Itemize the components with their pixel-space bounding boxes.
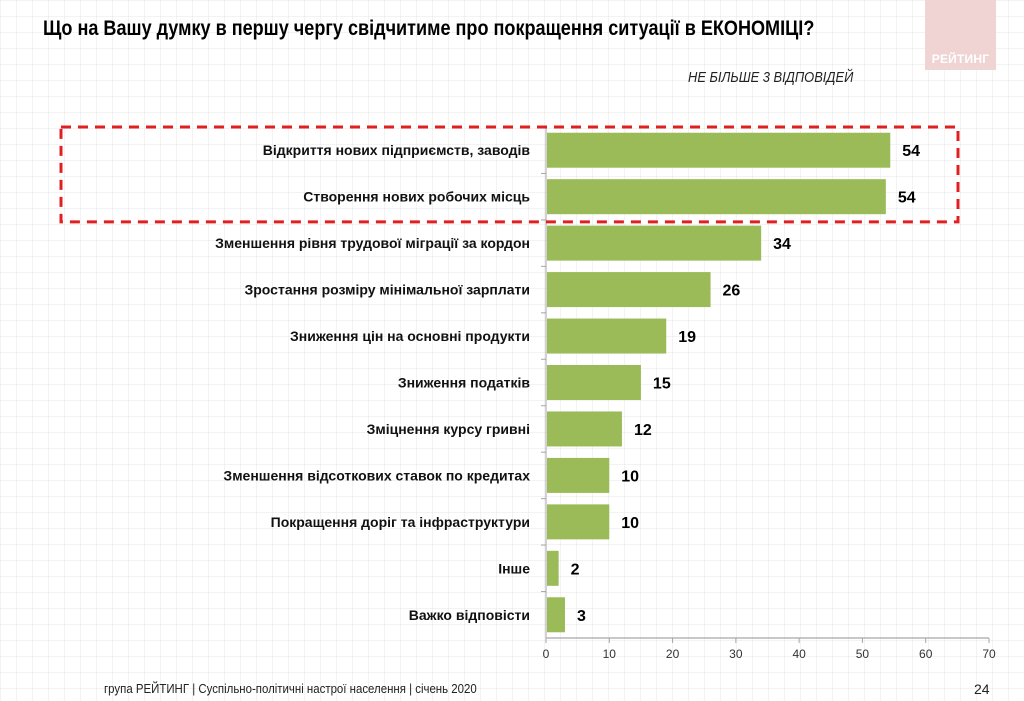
value-labels-layer: 54 54 34 26 19 15 12 10 10 2 3 (571, 143, 921, 625)
bar (547, 225, 762, 261)
category-labels-layer: Відкриття нових підприємств, заводів Ство… (215, 142, 530, 623)
data-label: 2 (571, 561, 580, 578)
data-label: 12 (634, 422, 652, 439)
x-tick-label: 20 (666, 647, 680, 661)
bars-layer (547, 132, 891, 633)
category-label: Зміцнення курсу гривні (367, 421, 530, 437)
x-tick-label: 10 (603, 647, 617, 661)
axis-layer: 0 10 20 30 40 50 60 70 (541, 127, 996, 661)
category-label: Зменшення рівня трудової міграції за кор… (215, 235, 530, 251)
category-label: Відкриття нових підприємств, заводів (263, 142, 531, 158)
bar (547, 365, 641, 400)
bar (547, 272, 711, 308)
x-tick-label: 60 (919, 647, 933, 661)
bar (547, 318, 667, 354)
data-label: 3 (577, 608, 586, 625)
bar (547, 179, 886, 215)
bar (547, 411, 622, 447)
category-label: Створення нових робочих місць (303, 189, 530, 205)
data-label: 26 (723, 283, 741, 300)
bar (547, 550, 559, 586)
bar (547, 597, 565, 633)
data-label: 34 (773, 236, 791, 253)
page-number: 24 (974, 681, 990, 697)
category-label: Зростання розміру мінімальної зарплати (244, 282, 530, 298)
x-tick-label: 30 (729, 647, 743, 661)
bar (547, 132, 891, 168)
category-label: Важко відповісти (409, 607, 530, 623)
chart-subtitle: НЕ БІЛЬШЕ 3 ВІДПОВІДЕЙ (688, 69, 854, 86)
category-label: Зниження податків (398, 375, 531, 391)
highlight-box (59, 125, 960, 224)
x-tick-label: 70 (982, 647, 996, 661)
data-label: 19 (678, 329, 696, 346)
x-tick-label: 0 (543, 647, 550, 661)
x-tick-label: 40 (792, 647, 806, 661)
data-label: 54 (902, 143, 920, 160)
category-label: Зменшення відсоткових ставок по кредитах (223, 467, 530, 483)
x-tick-label: 50 (856, 647, 870, 661)
bar (547, 504, 610, 540)
logo-text: РЕЙТИНГ (931, 52, 990, 66)
data-label: 15 (653, 376, 671, 393)
data-label: 54 (898, 190, 916, 207)
category-label: Покращення доріг та інфраструктури (271, 514, 530, 530)
rating-logo: РЕЙТИНГ (925, 0, 996, 70)
data-label: 10 (621, 515, 639, 532)
data-label: 10 (621, 468, 639, 485)
category-label: Зниження цін на основні продукти (290, 328, 530, 344)
bar (547, 457, 610, 493)
chart-title: Що на Вашу думку в першу чергу свідчитим… (43, 17, 815, 40)
category-label: Інше (498, 560, 530, 576)
footer-source: група РЕЙТИНГ | Суспільно-політичні наст… (104, 681, 477, 696)
